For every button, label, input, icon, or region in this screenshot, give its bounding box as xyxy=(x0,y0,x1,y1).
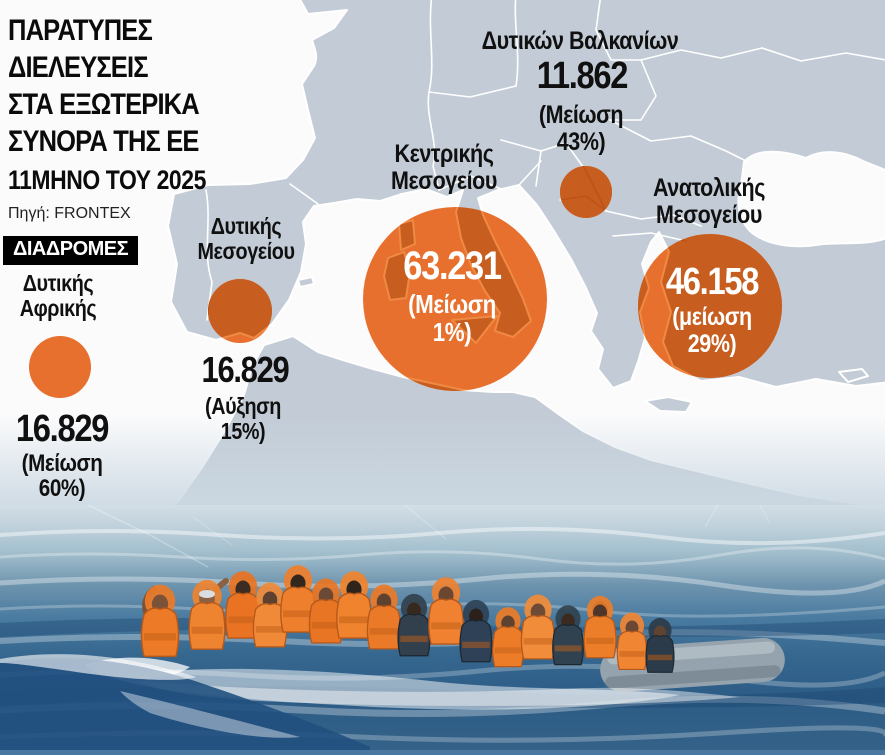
faded-map-lines xyxy=(87,505,771,568)
title-line: ΣΤΑ ΕΞΩΤΕΡΙΚΑ xyxy=(8,88,200,121)
bubble-west-africa xyxy=(29,336,91,398)
subtitle: 11ΜΗΝΟ ΤΟΥ 2025 xyxy=(8,165,206,195)
boat-foam xyxy=(110,668,680,710)
route-west-africa-change: (Μείωση 60%) xyxy=(21,450,103,502)
route-east-med-change: (μείωση 29%) xyxy=(672,303,752,358)
route-west-med-change: (Αύξηση 15%) xyxy=(205,393,281,444)
route-central-med-change: (Μείωση 1%) xyxy=(408,289,496,347)
header: ΠΑΡΑΤΥΠΕΣ ΔΙΕΛΕΥΣΕΙΣ ΣΤΑ ΕΞΩΤΕΡΙΚΑ ΣΥΝΟΡ… xyxy=(8,12,241,223)
route-east-med-value: 46.158 xyxy=(665,261,760,303)
bubble-west-mediterranean xyxy=(208,279,272,343)
route-west-med-value: 16.829 xyxy=(201,349,290,390)
bubble-central-mediterranean xyxy=(363,207,547,391)
route-balkans-change: (Μείωση 43%) xyxy=(538,101,624,156)
route-west-africa-name: Δυτικής Αφρικής xyxy=(19,270,97,321)
bubble-east-mediterranean xyxy=(638,234,782,378)
route-east-med-name: Ανατολικής Μεσογείου xyxy=(653,174,765,229)
page-title: ΠΑΡΑΤΥΠΕΣ ΔΙΕΛΕΥΣΕΙΣ ΣΤΑ ΕΞΩΤΕΡΙΚΑ ΣΥΝΟΡ… xyxy=(8,12,206,160)
bottom-accent-bar xyxy=(0,750,885,755)
routes-badge: ΔΙΑΔΡΟΜΕΣ xyxy=(3,236,139,265)
bubble-western-balkans xyxy=(560,166,612,218)
title-line: ΠΑΡΑΤΥΠΕΣ xyxy=(8,14,153,47)
route-west-africa-value: 16.829 xyxy=(15,408,110,450)
title-line: ΔΙΕΛΕΥΣΕΙΣ xyxy=(8,51,149,84)
source-credit: Πηγή: FRONTEX xyxy=(8,205,131,222)
route-central-med-name: Κεντρικής Μεσογείου xyxy=(391,140,497,195)
foreground-foam xyxy=(120,691,300,738)
foreground-wave-crest xyxy=(0,654,196,680)
route-balkans-value: 11.862 xyxy=(536,55,629,97)
migrants-group xyxy=(140,564,675,673)
route-balkans-name: Δυτικών Βαλκανίων xyxy=(481,27,679,55)
foreground-wave xyxy=(0,658,370,755)
title-line: ΣΥΝΟΡΑ ΤΗΣ ΕΕ xyxy=(8,125,199,158)
migrant-boat-photo xyxy=(0,505,885,755)
route-west-med-name: Δυτικής Μεσογείου xyxy=(197,213,295,264)
route-central-med-value: 63.231 xyxy=(403,244,502,288)
map-photo-fade xyxy=(0,415,885,505)
waterline-foam xyxy=(140,681,740,706)
